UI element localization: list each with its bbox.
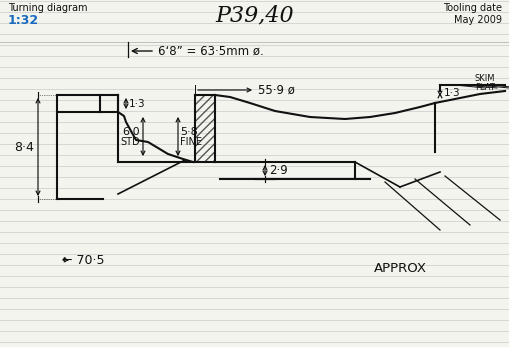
Text: 8·4: 8·4 <box>14 141 34 153</box>
Text: 6‘8” = 63·5mm ø.: 6‘8” = 63·5mm ø. <box>158 44 263 58</box>
Text: Tooling date: Tooling date <box>442 3 501 13</box>
Text: 2·9: 2·9 <box>268 164 287 177</box>
Text: SKIM
FLAT: SKIM FLAT <box>474 74 495 92</box>
Text: 6·0: 6·0 <box>122 127 140 137</box>
Text: P39,40: P39,40 <box>215 4 294 26</box>
Text: May 2009: May 2009 <box>453 15 501 25</box>
Text: 5·8: 5·8 <box>180 127 197 137</box>
Text: 55·9 ø: 55·9 ø <box>258 84 294 96</box>
Text: 1:32: 1:32 <box>8 14 39 26</box>
Text: STD: STD <box>120 137 140 147</box>
Text: FINE: FINE <box>180 137 202 147</box>
Text: APPROX: APPROX <box>373 262 426 276</box>
Text: 1·3: 1·3 <box>443 88 460 98</box>
Text: 1·3: 1·3 <box>129 99 146 109</box>
Text: Turning diagram: Turning diagram <box>8 3 88 13</box>
Text: ← 70·5: ← 70·5 <box>62 254 104 266</box>
